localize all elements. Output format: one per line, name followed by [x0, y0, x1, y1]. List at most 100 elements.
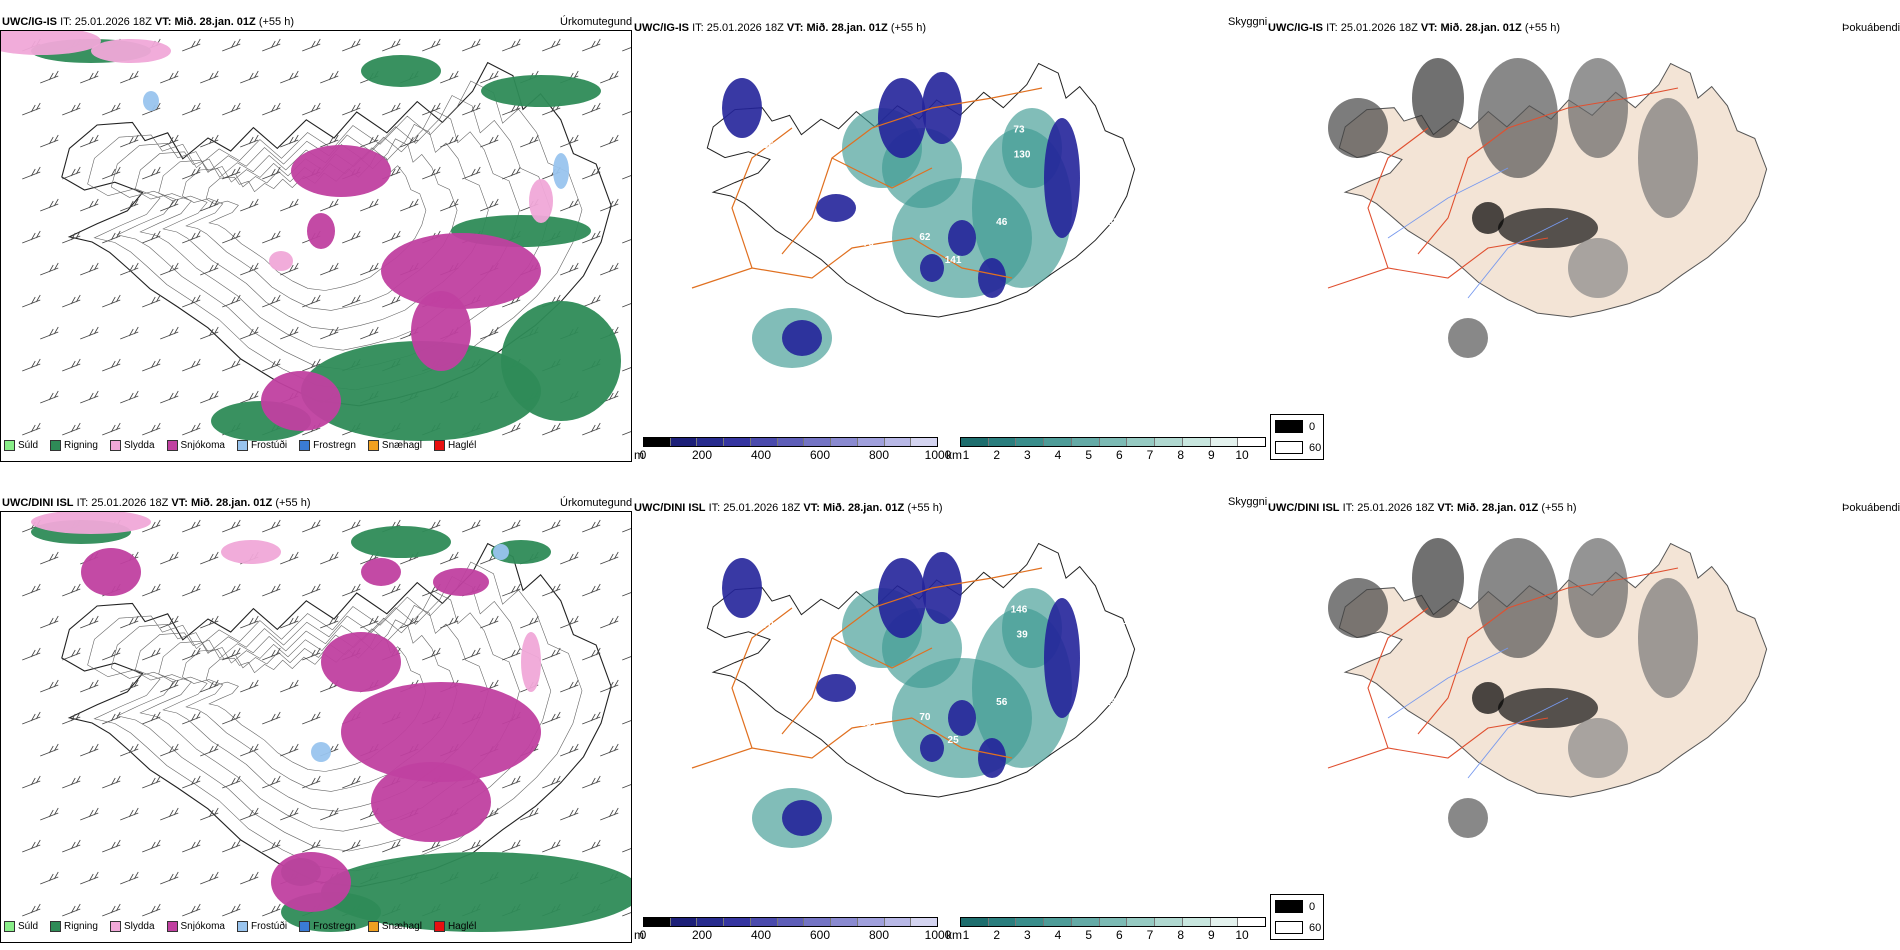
fog-legend: 0 60: [1270, 894, 1324, 940]
colorbar-tick-label: 10: [1235, 448, 1249, 462]
legend-swatch: [433, 440, 445, 451]
ceiling-label: 146: [1011, 605, 1028, 616]
ceiling-label: 56: [763, 140, 775, 151]
ceiling-label: 70: [919, 712, 931, 723]
legend-item: Slydda: [109, 440, 155, 451]
fog-legend-label: 60: [1309, 441, 1322, 454]
low-ceiling-area: [922, 72, 962, 144]
river: [1387, 647, 1509, 719]
colorbar-segment: [1127, 438, 1156, 446]
low-ceiling-area: [948, 220, 976, 256]
visibility-ticks: 1 2 3 4 5 6 7 8 9 10: [963, 448, 1249, 462]
ceiling-label: 141: [945, 255, 962, 266]
it-label: IT:: [76, 497, 89, 509]
ceiling-header: UWC/IG-IS IT: 25.01.2026 18Z VT: Mið. 28…: [634, 22, 926, 35]
colorbar-tick-label: 3: [1023, 928, 1031, 942]
fog-area: [1568, 238, 1628, 298]
colorbar-segment: [697, 918, 725, 926]
precip-area: [501, 301, 621, 421]
colorbar-segment: [1182, 918, 1211, 926]
ceiling-label: 105: [1124, 616, 1141, 627]
lead-time: (+55 h): [275, 497, 311, 509]
ceiling-label: 110: [911, 332, 928, 343]
colorbar-tick-label: 8: [1177, 448, 1184, 462]
ceiling-label: 79: [863, 238, 875, 249]
vt-value: Mið. 28.jan. 01Z: [822, 502, 905, 514]
ceiling-label: 394: [1070, 274, 1087, 285]
model-name: UWC/IG-IS: [634, 22, 689, 34]
legend-label: Snjókoma: [180, 921, 225, 932]
ceiling-label: 227: [1070, 98, 1087, 109]
it-value: 25.01.2026 18Z: [74, 16, 152, 28]
low-ceiling-area: [920, 734, 944, 762]
low-ceiling-area: [1044, 118, 1080, 238]
legend-label: Snjókoma: [180, 440, 225, 451]
colorbar-tick-label: 600: [809, 448, 831, 462]
legend-label: Haglél: [447, 440, 477, 451]
road: [1417, 607, 1509, 735]
colorbar-tick-label: 9: [1207, 448, 1215, 462]
road: [781, 607, 873, 735]
low-ceiling-area: [782, 800, 822, 836]
visibility-title: Skyggni: [1228, 16, 1268, 28]
it-value: 25.01.2026 18Z: [91, 497, 169, 509]
precip-area: [341, 682, 541, 782]
vt-label: VT:: [1437, 502, 1454, 514]
precip-area: [1, 31, 101, 55]
legend-swatch: [236, 440, 248, 451]
ceiling-label: 103: [910, 812, 927, 823]
ceiling-label: 218: [1152, 121, 1169, 132]
fog-area: [1412, 58, 1464, 138]
low-ceiling-area: [922, 552, 962, 624]
colorbar-segment: [911, 918, 938, 926]
legend-item: Haglél: [433, 440, 477, 451]
precip-area: [271, 852, 351, 912]
road: [1507, 567, 1679, 609]
legend-item: Súld: [4, 921, 38, 932]
fog-area: [1448, 798, 1488, 838]
ceiling-label: 37: [1073, 224, 1085, 235]
low-ceiling-area: [1044, 598, 1080, 718]
low-ceiling-area: [978, 738, 1006, 778]
cloud-title: Þokuábendi: [1842, 22, 1900, 34]
ceiling-label: 68: [995, 591, 1007, 602]
colorbar-tick-label: 1: [962, 928, 970, 942]
precip-area: [553, 153, 569, 189]
ceiling-label: 74: [1051, 299, 1063, 310]
road: [1417, 127, 1509, 255]
fog-legend: 0 60: [1270, 414, 1324, 460]
precip-map-frame: [0, 30, 632, 462]
colorbar-tick-label: 800: [868, 448, 890, 462]
fog-area: [1478, 58, 1558, 178]
model-name: UWC/IG-IS: [2, 16, 57, 28]
fog-swatch-0: [1275, 900, 1303, 913]
colorbar-segment: [1155, 438, 1183, 446]
vt-label: VT:: [803, 502, 820, 514]
fog-area: [1478, 538, 1558, 658]
ceiling-label: 67: [1148, 146, 1160, 157]
vt-value: Mið. 28.jan. 01Z: [1456, 502, 1539, 514]
fog-swatch-0: [1275, 420, 1303, 433]
colorbar-tick-label: 10: [1235, 928, 1249, 942]
model-name: UWC/DINI ISL: [2, 497, 74, 509]
colorbar-segment: [750, 918, 778, 926]
colorbar-segment: [750, 438, 778, 446]
road: [691, 717, 913, 769]
precip-area: [371, 762, 491, 842]
lead-time: (+55 h): [1524, 22, 1560, 34]
model-name: UWC/DINI ISL: [1268, 502, 1340, 514]
fog-area: [1328, 578, 1388, 638]
ceiling-label: 72: [813, 572, 825, 583]
road: [1327, 237, 1549, 289]
legend-label: Slydda: [123, 440, 155, 451]
colorbar-tick-label: 5: [1085, 928, 1092, 942]
fog-legend-label: 60: [1309, 921, 1322, 934]
legend-label: Snæhagl: [381, 440, 422, 451]
colorbar-segment: [1238, 438, 1266, 446]
colorbar-segment: [777, 438, 805, 446]
legend-label: Rigning: [64, 440, 98, 451]
visibility-unit: km: [946, 928, 962, 942]
precip-area: [307, 213, 335, 249]
ceiling-label: 40: [995, 111, 1007, 122]
it-value: 25.01.2026 18Z: [723, 502, 801, 514]
